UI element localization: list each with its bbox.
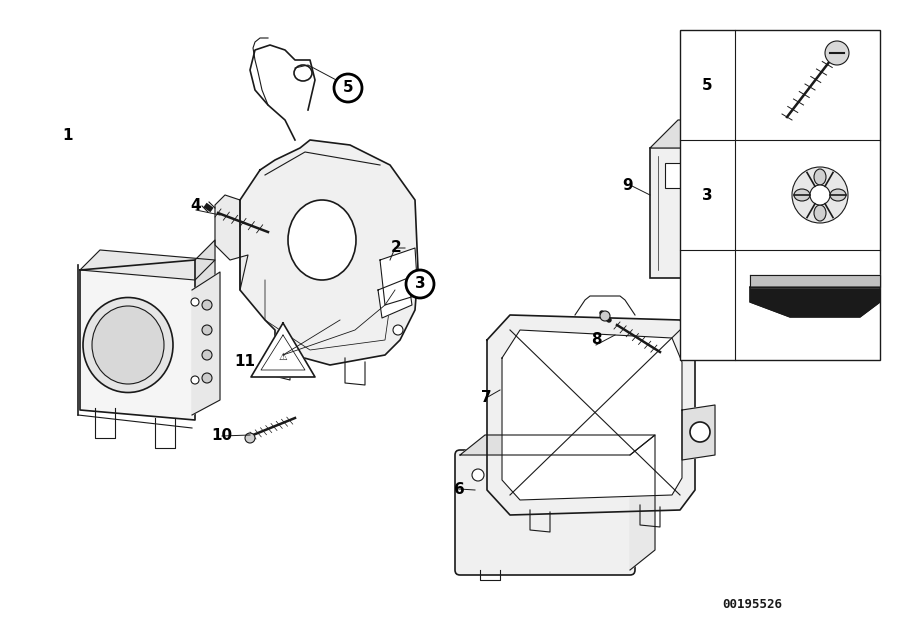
Circle shape — [191, 298, 199, 306]
Circle shape — [393, 325, 403, 335]
Polygon shape — [750, 287, 880, 317]
Polygon shape — [195, 240, 215, 410]
Text: 7: 7 — [481, 391, 491, 406]
Circle shape — [202, 373, 212, 383]
Text: 2: 2 — [391, 240, 401, 256]
Polygon shape — [240, 140, 418, 365]
Text: 3: 3 — [702, 188, 712, 202]
Ellipse shape — [814, 169, 826, 185]
Polygon shape — [650, 120, 783, 148]
Ellipse shape — [814, 205, 826, 221]
Text: 9: 9 — [623, 177, 634, 193]
Polygon shape — [460, 435, 655, 455]
Circle shape — [334, 74, 362, 102]
Text: 11: 11 — [235, 354, 256, 370]
Ellipse shape — [288, 200, 356, 280]
Circle shape — [202, 350, 212, 360]
Bar — [650, 148, 755, 278]
Circle shape — [810, 185, 830, 205]
Circle shape — [202, 300, 212, 310]
Circle shape — [472, 469, 484, 481]
Text: 5: 5 — [702, 78, 712, 92]
Text: 3: 3 — [415, 277, 426, 291]
Text: 8: 8 — [590, 333, 601, 347]
Circle shape — [690, 422, 710, 442]
Polygon shape — [502, 330, 682, 500]
Text: 4: 4 — [191, 198, 202, 212]
Ellipse shape — [830, 189, 846, 201]
Polygon shape — [80, 250, 215, 280]
Polygon shape — [682, 405, 715, 460]
Circle shape — [406, 270, 434, 298]
Text: 10: 10 — [212, 429, 232, 443]
Circle shape — [245, 433, 255, 443]
Circle shape — [600, 311, 610, 321]
Circle shape — [191, 376, 199, 384]
FancyBboxPatch shape — [455, 450, 635, 575]
Text: ⚠: ⚠ — [279, 352, 287, 362]
Polygon shape — [630, 435, 655, 570]
Ellipse shape — [794, 189, 810, 201]
Circle shape — [825, 41, 849, 65]
Polygon shape — [750, 275, 880, 287]
Polygon shape — [192, 272, 220, 415]
Text: 5: 5 — [343, 81, 354, 95]
Text: 00195526: 00195526 — [722, 598, 782, 611]
Polygon shape — [378, 278, 412, 318]
Text: 1: 1 — [63, 128, 73, 144]
Ellipse shape — [294, 65, 312, 81]
Text: 6: 6 — [454, 481, 464, 497]
Polygon shape — [80, 260, 195, 420]
Circle shape — [202, 325, 212, 335]
Polygon shape — [380, 248, 418, 305]
Polygon shape — [755, 120, 783, 278]
Polygon shape — [215, 195, 248, 290]
Bar — [680, 30, 880, 360]
Ellipse shape — [92, 306, 164, 384]
Polygon shape — [251, 323, 315, 377]
Circle shape — [792, 167, 848, 223]
Ellipse shape — [83, 298, 173, 392]
Polygon shape — [487, 315, 695, 515]
Bar — [665, 163, 730, 188]
